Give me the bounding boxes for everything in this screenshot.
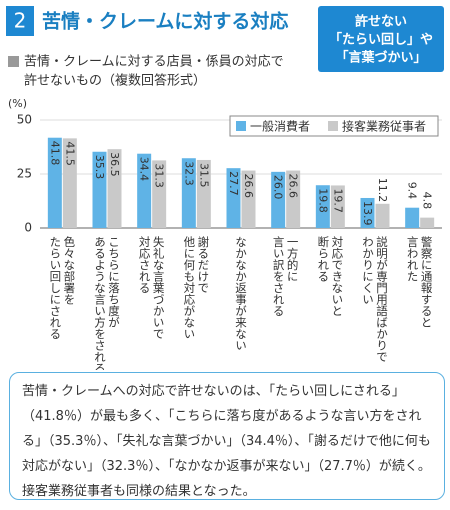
x-tick-label: わかりにくい xyxy=(361,236,375,305)
subtitle: 許せないもの（複数回答形式） xyxy=(24,73,206,89)
x-tick-label: 説明が専門用語ばかりで xyxy=(375,235,389,362)
value-label: 26.6 xyxy=(242,174,255,199)
number-box xyxy=(6,6,34,36)
bar xyxy=(181,158,196,228)
bar xyxy=(152,160,167,228)
value-label: 34.4 xyxy=(138,157,151,182)
x-tick-label: 断られる xyxy=(316,235,330,282)
bar xyxy=(271,171,286,228)
x-tick-label: 色々な部署を xyxy=(62,235,76,305)
value-label: 35.3 xyxy=(93,155,106,180)
badge-line: 「たらい回し」や xyxy=(329,32,433,48)
y-axis-label: (%) xyxy=(8,97,27,110)
section-number: 2 xyxy=(14,9,27,33)
x-tick-label: 他に何も対応がない xyxy=(182,236,196,340)
value-label: 26.6 xyxy=(287,174,300,199)
bar xyxy=(315,185,330,228)
x-tick-label: たらい回しにされる xyxy=(48,236,62,340)
value-label: 26.0 xyxy=(272,175,285,200)
legend-swatch xyxy=(236,121,246,131)
bar xyxy=(286,170,301,228)
value-label: 31.5 xyxy=(197,163,210,188)
title: 苦情・クレームに対する対応 xyxy=(42,10,288,33)
value-label: 9.4 xyxy=(406,182,419,200)
bar xyxy=(226,168,241,228)
x-tick-label: あるような言い方をされる xyxy=(93,236,107,370)
bar xyxy=(62,138,77,228)
value-label: 19.7 xyxy=(331,188,344,213)
value-label: 31.3 xyxy=(153,163,166,188)
note: 苦情・クレームへの対応で許せないのは、「たらい回しにされる」（41.8％）が最も… xyxy=(9,372,445,500)
value-label: 19.8 xyxy=(316,188,329,213)
x-tick-label: 言い訳をされる xyxy=(272,236,286,317)
x-tick-label: なかなか返事が来ない xyxy=(234,236,248,351)
badge-line: 許せない xyxy=(355,14,407,30)
legend-swatch xyxy=(328,121,338,131)
subtitle: 苦情・クレームに対する店員・係員の対応で xyxy=(24,54,284,70)
value-label: 36.5 xyxy=(108,152,121,177)
bar xyxy=(405,207,420,228)
bar xyxy=(241,170,256,228)
value-label: 41.5 xyxy=(63,141,76,166)
x-tick-label: 対応される xyxy=(138,235,152,293)
legend-label: 接客業務従事者 xyxy=(342,119,426,134)
value-label: 13.9 xyxy=(361,201,374,226)
badge-line: 「言葉づかい」 xyxy=(335,50,426,66)
y-tick-label: 50 xyxy=(17,113,32,127)
x-tick-label: 言われた xyxy=(406,236,420,282)
bar xyxy=(47,137,62,228)
bar xyxy=(330,185,345,228)
x-tick-label: こちらに落ち度が xyxy=(107,236,121,328)
x-tick-label: 警察に通報すると xyxy=(420,235,434,328)
bar xyxy=(360,197,375,228)
x-tick-label: 失礼な言葉づかいで xyxy=(152,236,166,340)
bar xyxy=(107,149,122,228)
value-label: 41.8 xyxy=(48,141,61,166)
x-tick-label: 謝るだけで xyxy=(196,235,210,293)
value-label: 32.3 xyxy=(182,161,195,186)
x-tick-label: 一方的に xyxy=(286,236,300,282)
value-label: 11.2 xyxy=(376,178,389,203)
bar xyxy=(137,153,152,228)
badge xyxy=(318,6,444,72)
bar xyxy=(92,151,107,228)
bar xyxy=(420,217,435,228)
x-tick-label: 対応できないと xyxy=(330,235,344,316)
y-tick-label: 25 xyxy=(17,167,32,181)
value-label: 4.8 xyxy=(421,192,434,210)
subtitle-marker xyxy=(8,56,19,67)
bar xyxy=(196,159,211,228)
value-label: 27.7 xyxy=(227,171,240,196)
chart: 2 苦情・クレームに対する対応 許せない 「たらい回し」や 「言葉づかい」 苦情… xyxy=(6,6,444,374)
bar xyxy=(375,203,390,228)
legend-label: 一般消費者 xyxy=(250,119,310,134)
y-tick-label: 0 xyxy=(24,221,32,235)
